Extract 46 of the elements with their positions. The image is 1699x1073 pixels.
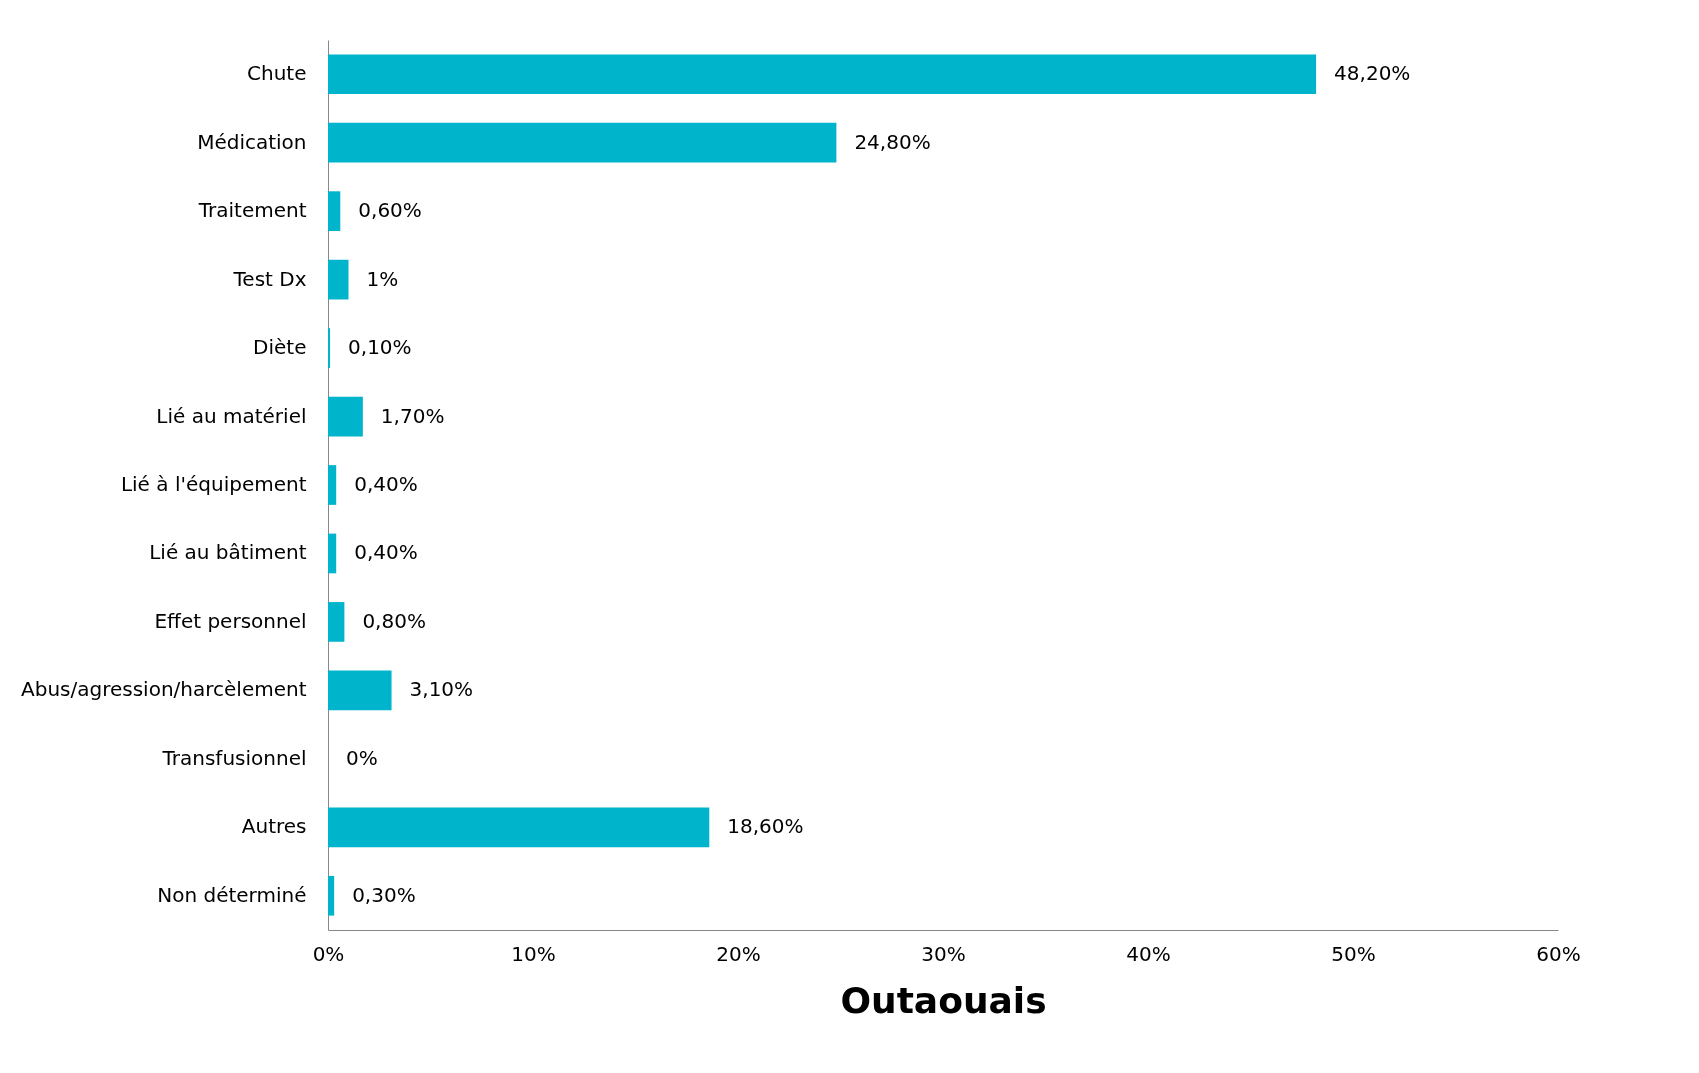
- y-tick-label: Diète: [253, 335, 307, 360]
- data-label: 0,40%: [354, 472, 418, 496]
- y-tick-label: Chute: [247, 61, 307, 86]
- x-tick-label: 50%: [1331, 941, 1376, 966]
- y-tick-label: Lié au matériel: [156, 403, 307, 428]
- x-tick-label: 40%: [1126, 941, 1171, 966]
- y-tick-label: Médication: [197, 129, 307, 154]
- data-label: 0,80%: [362, 608, 426, 633]
- bar: [328, 602, 345, 642]
- x-tick-label: 20%: [716, 941, 761, 966]
- bar: [328, 259, 349, 300]
- bar: [328, 54, 1317, 95]
- bar: [328, 396, 363, 437]
- y-tick-label: Traitement: [197, 198, 307, 223]
- x-tick-label: 10%: [511, 941, 556, 966]
- data-label: 1,70%: [380, 403, 445, 428]
- bar: [328, 328, 331, 368]
- bar: [328, 807, 710, 848]
- x-tick-label: 30%: [921, 941, 966, 966]
- data-label: 0%: [346, 745, 378, 770]
- x-tick-label: 60%: [1536, 941, 1581, 966]
- y-tick-label: Lié au bâtiment: [149, 540, 307, 565]
- x-tick-label: 0%: [312, 941, 345, 966]
- data-label: 0,30%: [352, 882, 416, 907]
- x-axis-title: Outaouais: [840, 979, 1047, 1021]
- bar: [328, 191, 341, 232]
- y-tick-label: Transfusionnel: [161, 745, 307, 770]
- data-label: 24,80%: [854, 129, 931, 154]
- y-tick-label: Test Dx: [232, 266, 307, 291]
- data-label: 18,60%: [727, 814, 804, 839]
- data-label: 3,10%: [409, 677, 474, 702]
- data-label: 1%: [366, 266, 399, 291]
- data-label: 0,10%: [348, 335, 412, 360]
- y-tick-label: Effet personnel: [154, 608, 307, 633]
- bar: [328, 465, 337, 505]
- y-tick-label: Autres: [241, 814, 307, 839]
- data-label: 0,60%: [358, 198, 422, 223]
- bar: [328, 533, 337, 574]
- bar: [328, 670, 392, 711]
- data-label: 0,40%: [354, 540, 418, 565]
- y-tick-label: Lié à l'équipement: [120, 472, 307, 496]
- data-label: 48,20%: [1334, 61, 1411, 86]
- y-tick-label: Abus/agression/harcèlement: [21, 677, 307, 702]
- bar: [328, 875, 335, 916]
- y-tick-label: Non déterminé: [157, 882, 307, 907]
- bar: [328, 122, 837, 163]
